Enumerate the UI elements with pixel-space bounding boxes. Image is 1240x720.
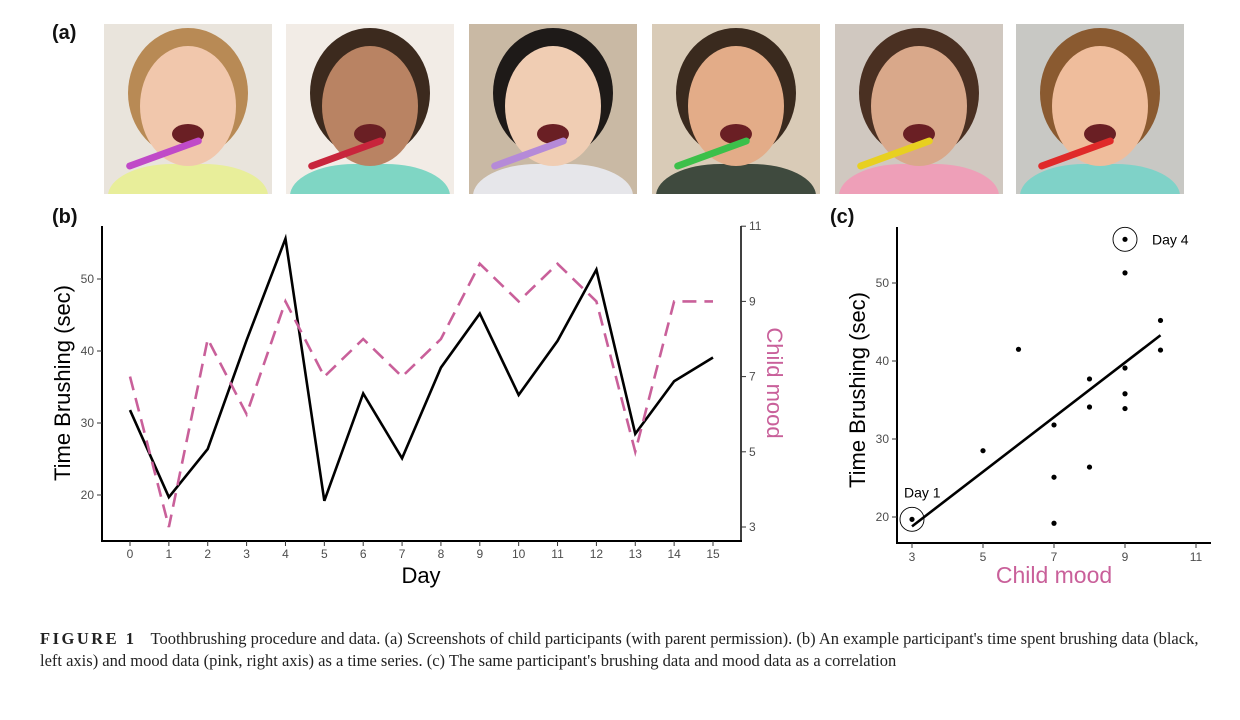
child-photo (104, 24, 272, 194)
figure-number: FIGURE 1 (40, 629, 137, 648)
x-axis-title: Child mood (996, 562, 1112, 588)
x-tick-label: 8 (438, 547, 445, 561)
y2-tick-label: 9 (749, 294, 756, 308)
y2-tick-label: 7 (749, 370, 756, 384)
y-tick-label: 50 (876, 276, 890, 290)
x-tick-label: 4 (282, 547, 289, 561)
x-tick-label: 14 (667, 547, 681, 561)
scatter-point (1051, 474, 1057, 480)
y2-axis-title: Child mood (762, 327, 787, 438)
scatter-point (1122, 405, 1128, 412)
x-tick-label: 0 (127, 547, 134, 561)
regression-line (911, 334, 1162, 528)
scatter-point (1157, 317, 1164, 324)
panel-label-b: (b) (52, 206, 78, 228)
x-tick-label: 9 (476, 547, 483, 561)
x-tick-label: 11 (551, 547, 564, 561)
scatter-point (1122, 270, 1128, 276)
x-tick-label: 5 (980, 550, 987, 564)
scatter-point (1157, 347, 1164, 353)
x-tick-label: 10 (512, 547, 526, 561)
x-tick-label: 15 (706, 547, 720, 561)
child-photo (286, 24, 454, 194)
scatter-point (1122, 236, 1128, 242)
y-tick-label: 40 (81, 344, 95, 358)
scatter-point (980, 448, 986, 454)
x-tick-label: 2 (204, 547, 211, 561)
x-tick-label: 9 (1122, 550, 1129, 564)
x-tick-label: 1 (166, 547, 173, 561)
x-axis-title: Day (401, 563, 440, 588)
scatter-point (1122, 391, 1128, 397)
child-photo (1016, 24, 1184, 194)
y-tick-label: 40 (876, 354, 890, 368)
panel-label-a: (a) (52, 22, 77, 44)
figure-charts: 0 1 2 3 4 5 6 7 8 9 10 11 12 13 14 1520304050357911DayT… (50, 219, 1211, 588)
scatter-point (1122, 365, 1128, 371)
x-tick-label: 3 (909, 550, 916, 564)
y2-tick-label: 3 (749, 520, 756, 534)
x-tick-label: 11 (1190, 550, 1203, 564)
annotation-label: Day 4 (1152, 231, 1189, 247)
time-brushing-series (128, 233, 714, 502)
annotation-circle (899, 506, 925, 532)
annotation-circle (1112, 226, 1138, 252)
x-tick-label: 5 (321, 547, 328, 561)
y-tick-label: 50 (81, 272, 95, 286)
scatter-point (1086, 376, 1093, 382)
figure-caption: FIGURE 1 Toothbrushing procedure and data… (40, 628, 1210, 672)
caption-text: Toothbrushing procedure and data. (a) Sc… (40, 629, 1199, 670)
annotation-label: Day 1 (904, 484, 941, 500)
scatter-point (1051, 520, 1057, 526)
child-photo (469, 24, 637, 194)
y2-tick-label: 5 (749, 445, 756, 459)
x-tick-label: 7 (1051, 550, 1058, 564)
x-tick-label: 12 (590, 547, 604, 561)
y-tick-label: 20 (876, 510, 890, 524)
scatter-point (1051, 422, 1057, 428)
panel-label-c: (c) (830, 206, 855, 228)
y2-tick-label: 11 (749, 219, 762, 233)
y-tick-label: 30 (876, 432, 890, 446)
child-photo (652, 24, 820, 194)
x-tick-label: 7 (399, 547, 406, 561)
scatter-point (1086, 464, 1093, 470)
x-tick-label: 3 (243, 547, 250, 561)
x-tick-label: 13 (629, 547, 643, 561)
scatter-point (1086, 404, 1093, 410)
y-axis-title: Time Brushing (sec) (50, 285, 75, 481)
y-tick-label: 30 (81, 416, 95, 430)
scatter-point (909, 516, 915, 522)
child-photo (835, 24, 1003, 194)
x-tick-label: 6 (360, 547, 367, 561)
y-tick-label: 20 (81, 488, 95, 502)
y-axis-title: Time Brushing (sec) (845, 292, 870, 488)
child-mood-series (128, 261, 713, 528)
scatter-point (1015, 346, 1022, 352)
